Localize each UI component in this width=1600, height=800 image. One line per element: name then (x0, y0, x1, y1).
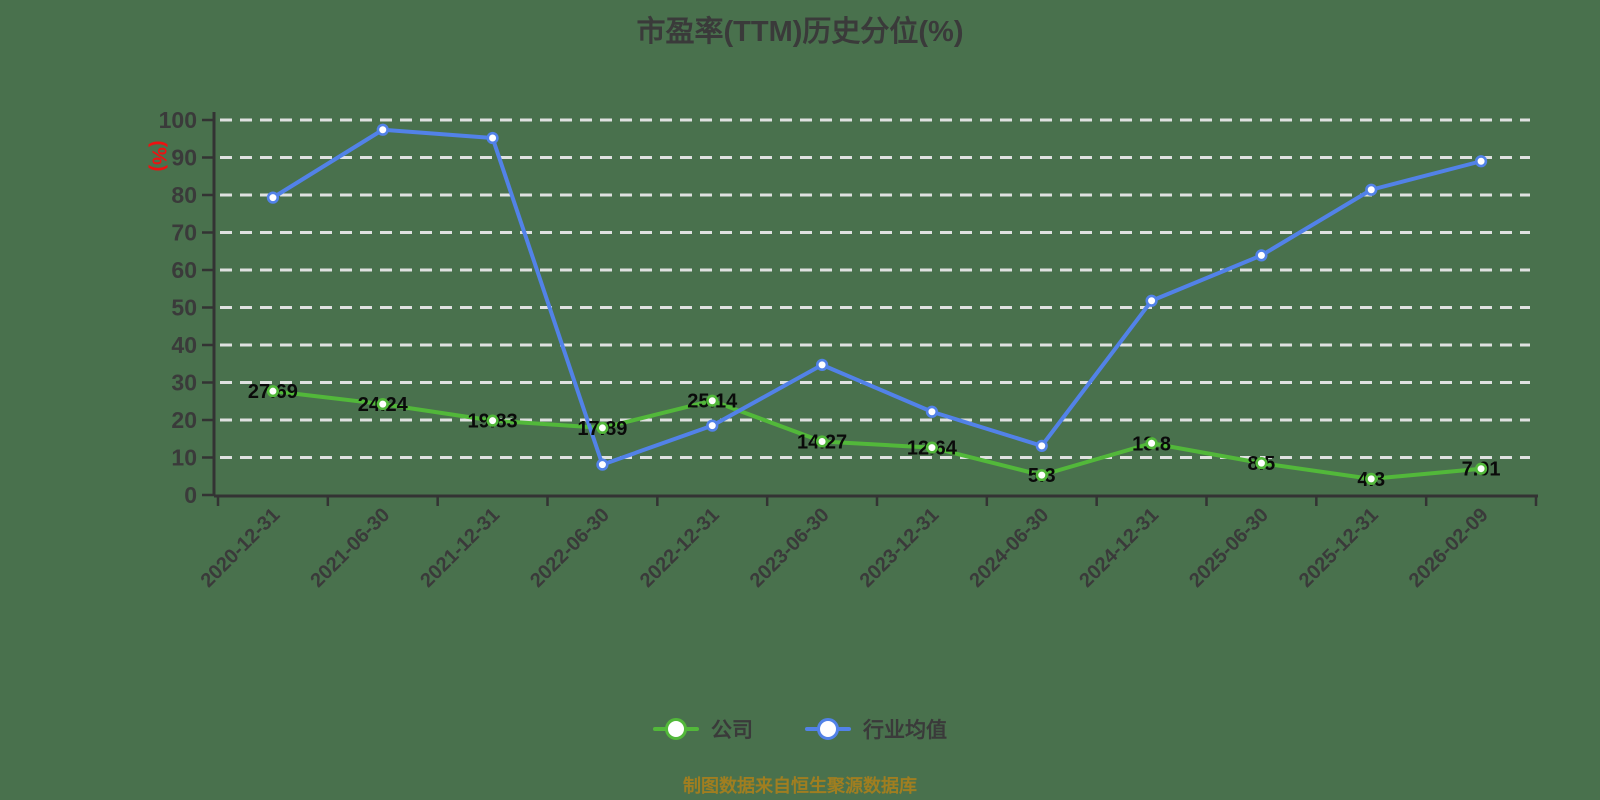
company-data-point-2020-12-31[interactable] (266, 385, 280, 398)
y-axis-label: 100 (159, 107, 197, 133)
company-data-point-2021-12-31[interactable] (486, 414, 499, 427)
company-data-point-2026-02-09[interactable] (1474, 462, 1488, 475)
company-data-point-2025-06-30[interactable] (1255, 457, 1268, 470)
x-axis-label-2021-12-31: 2021-12-31 (416, 504, 504, 592)
company-data-point-2024-12-31[interactable] (1145, 437, 1158, 450)
industry-data-point-2021-12-31[interactable] (486, 131, 499, 145)
industry-data-point-2025-12-31[interactable] (1365, 183, 1378, 196)
y-axis-label: 80 (171, 182, 197, 208)
x-axis-label-2026-02-09: 2026-02-09 (1405, 504, 1493, 592)
company-legend-dot-icon (665, 718, 687, 740)
legend-label-industry-average: 行业均值 (863, 719, 947, 742)
company-data-point-2021-06-30[interactable] (376, 398, 389, 411)
industry-legend-marker (805, 718, 851, 740)
y-axis-label: 60 (171, 257, 197, 283)
industry-data-point-2022-12-31[interactable] (706, 419, 719, 432)
x-axis-label-2025-06-30: 2025-06-30 (1185, 504, 1273, 592)
industry-data-point-2025-06-30[interactable] (1255, 249, 1268, 262)
x-axis-label-2025-12-31: 2025-12-31 (1295, 504, 1383, 592)
x-axis-label-2023-06-30: 2023-06-30 (746, 504, 834, 592)
company-data-point-2025-12-31[interactable] (1365, 472, 1378, 485)
y-axis-label: 0 (184, 482, 197, 508)
y-axis-label: 40 (171, 332, 197, 358)
x-axis-label-2020-12-31: 2020-12-31 (197, 504, 285, 592)
industry-series-line (270, 127, 1484, 467)
industry-data-point-2023-06-30[interactable] (815, 358, 829, 371)
company-data-point-2024-06-30[interactable] (1035, 469, 1048, 482)
industry-data-point-2022-06-30[interactable] (596, 458, 609, 471)
y-axis-label: 70 (171, 220, 197, 246)
y-axis-label: 10 (171, 445, 197, 471)
industry-data-point-2021-06-30[interactable] (376, 123, 389, 136)
company-data-point-2023-06-30[interactable] (815, 435, 829, 448)
company-data-point-2022-06-30[interactable] (596, 421, 609, 435)
company-data-point-2023-12-31[interactable] (925, 441, 939, 454)
x-axis-label-2024-12-31: 2024-12-31 (1075, 504, 1163, 592)
chart-title: 市盈率(TTM)历史分位(%) (636, 16, 964, 48)
company-series-line (270, 389, 1484, 481)
company-legend-marker (653, 718, 699, 740)
x-axis-label-2022-12-31: 2022-12-31 (636, 504, 724, 592)
legend-label-company: 公司 (711, 719, 753, 742)
industry-data-point-2024-06-30[interactable] (1035, 439, 1048, 452)
company-data-point-2022-12-31[interactable] (706, 394, 719, 407)
industry-data-point-2020-12-31[interactable] (266, 191, 280, 204)
y-axis-label: 20 (171, 407, 197, 433)
x-axis-label-2024-06-30: 2024-06-30 (965, 504, 1053, 592)
y-axis-label: 50 (171, 295, 197, 321)
data-source-note: 制图数据来自恒生聚源数据库 (683, 776, 917, 796)
y-axis-label: 30 (171, 370, 197, 396)
industry-legend-dot-icon (817, 718, 839, 740)
industry-data-point-2023-12-31[interactable] (925, 405, 939, 418)
x-axis-label-2021-06-30: 2021-06-30 (306, 504, 394, 592)
industry-data-point-2026-02-09[interactable] (1474, 155, 1488, 168)
legend-item-industry-average[interactable]: 行业均值 (805, 714, 947, 744)
industry-data-point-2024-12-31[interactable] (1145, 294, 1158, 307)
legend-item-company[interactable]: 公司 (653, 714, 753, 744)
legend: 公司 行业均值 (0, 714, 1600, 744)
y-axis-label: 90 (171, 145, 197, 171)
x-axis-label-2023-12-31: 2023-12-31 (856, 504, 944, 592)
x-axis-label-2022-06-30: 2022-06-30 (526, 504, 614, 592)
